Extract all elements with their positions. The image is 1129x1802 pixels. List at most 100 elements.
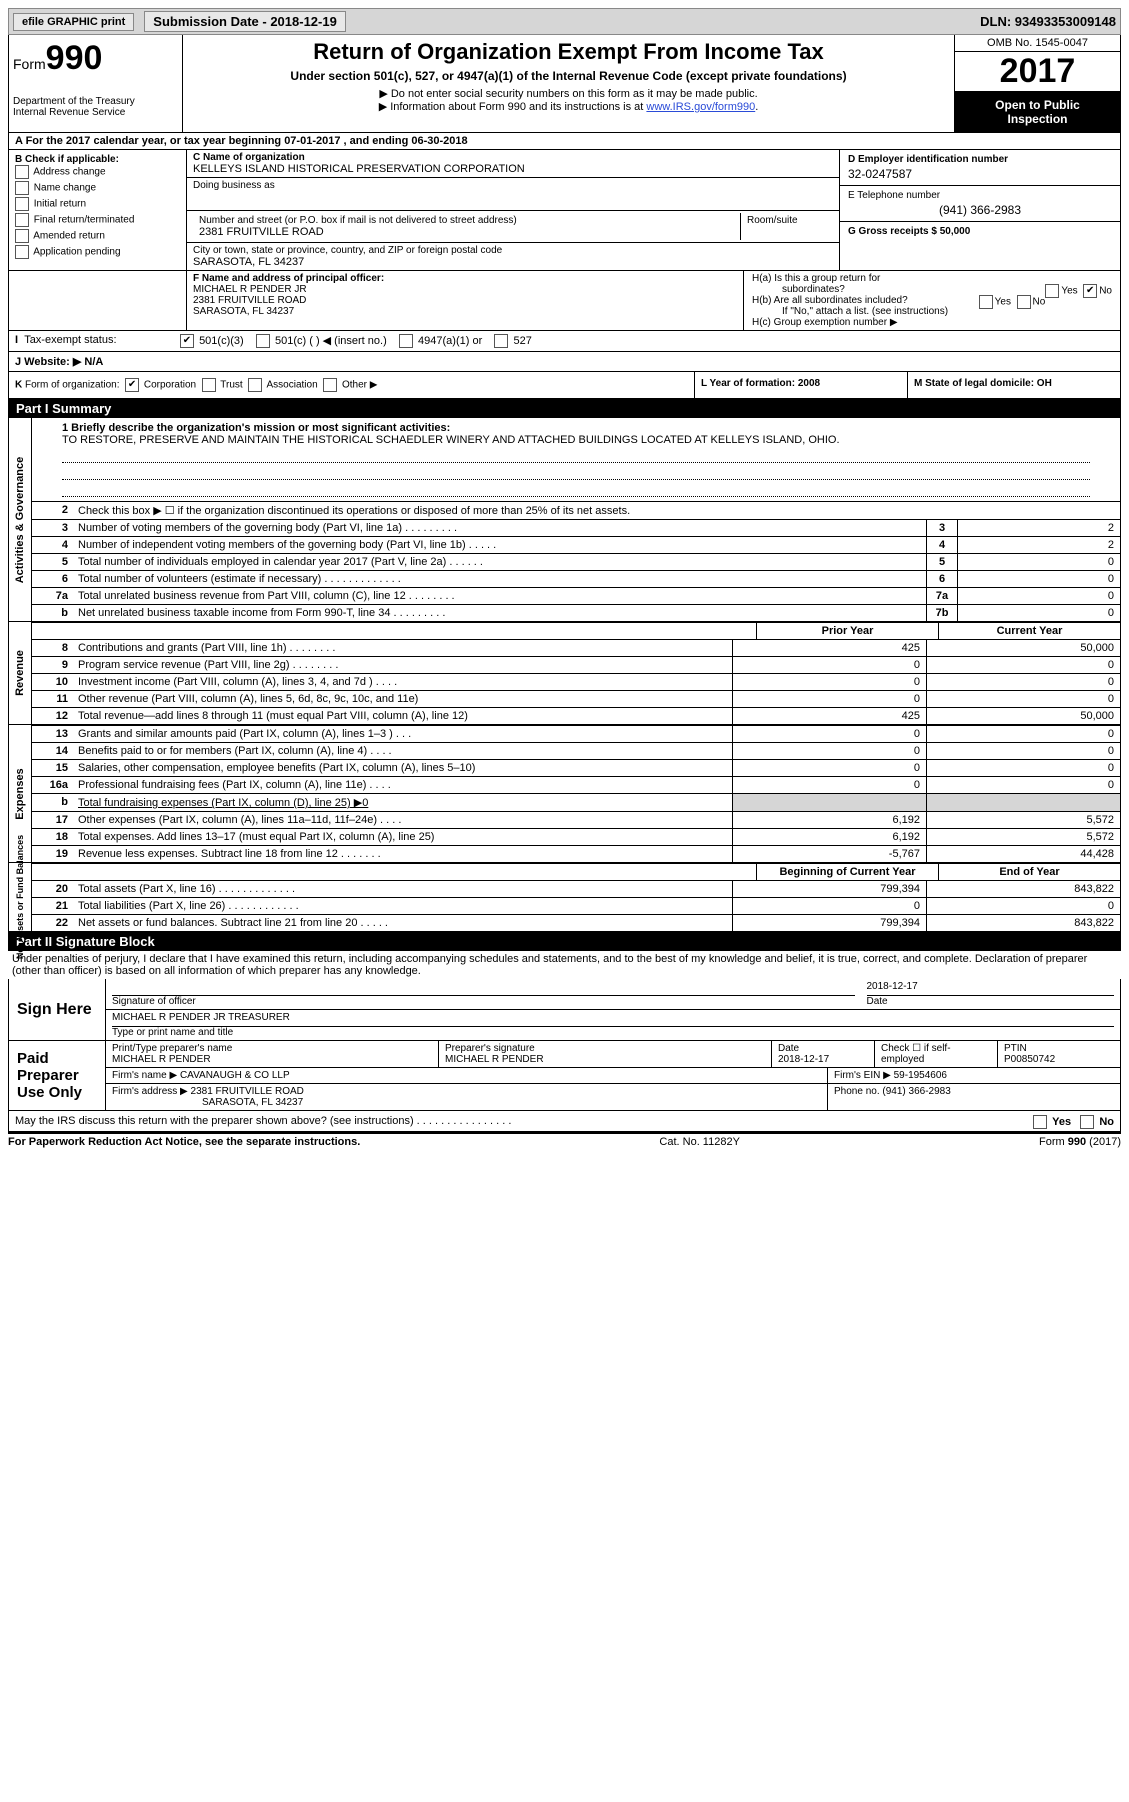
top-bar: efile GRAPHIC print Submission Date - 20… <box>8 8 1121 35</box>
form-header: Form990 Department of the Treasury Inter… <box>8 35 1121 133</box>
vtab-governance: Activities & Governance <box>9 418 32 621</box>
checkbox-discuss-no[interactable] <box>1080 1115 1094 1129</box>
firm-phone: (941) 366-2983 <box>882 1086 950 1097</box>
signature-intro: Under penalties of perjury, I declare th… <box>8 951 1121 979</box>
gross-receipts: G Gross receipts $ 50,000 <box>848 226 970 237</box>
line-b: bNet unrelated business taxable income f… <box>32 604 1120 621</box>
irs-form990-link[interactable]: www.IRS.gov/form990 <box>646 101 755 113</box>
org-city: SARASOTA, FL 34237 <box>193 256 833 268</box>
discuss-row: May the IRS discuss this return with the… <box>8 1111 1121 1132</box>
footer-cat-no: Cat. No. 11282Y <box>659 1136 740 1148</box>
efile-print-button[interactable]: efile GRAPHIC print <box>13 13 134 31</box>
checkbox-association[interactable] <box>248 378 262 392</box>
header-center: Return of Organization Exempt From Incom… <box>183 35 954 132</box>
telephone-value: (941) 366-2983 <box>848 203 1112 217</box>
officer-name: MICHAEL R PENDER JR <box>193 284 737 295</box>
checkbox-name-change[interactable] <box>15 181 29 195</box>
checkbox-hb-no[interactable] <box>1017 295 1031 309</box>
summary-gov: Activities & Governance 1 Briefly descri… <box>8 418 1121 622</box>
checkbox-501c[interactable] <box>256 334 270 348</box>
dln-number: DLN: 93493353009148 <box>980 14 1116 29</box>
checkbox-address-change[interactable] <box>15 165 29 179</box>
line-14: 14Benefits paid to or for members (Part … <box>32 742 1120 759</box>
checkbox-hb-yes[interactable] <box>979 295 993 309</box>
public-inspection: Open to PublicInspection <box>955 92 1120 132</box>
paid-preparer-label: Paid Preparer Use Only <box>9 1041 106 1110</box>
line-12: 12Total revenue—add lines 8 through 11 (… <box>32 707 1120 724</box>
officer-city: SARASOTA, FL 34237 <box>193 306 737 317</box>
info-line-2-pre: ▶ Information about Form 990 and its ins… <box>379 101 647 113</box>
footer: For Paperwork Reduction Act Notice, see … <box>8 1132 1121 1148</box>
info-line-1: ▶ Do not enter social security numbers o… <box>191 87 946 100</box>
section-bcde: B Check if applicable: Address change Na… <box>8 150 1121 271</box>
footer-paperwork: For Paperwork Reduction Act Notice, see … <box>8 1136 360 1148</box>
beginning-year-header: Beginning of Current Year <box>756 864 938 880</box>
firm-city: SARASOTA, FL 34237 <box>202 1097 821 1108</box>
checkbox-ha-yes[interactable] <box>1045 284 1059 298</box>
preparer-name: MICHAEL R PENDER <box>112 1054 432 1065</box>
firm-name: CAVANAUGH & CO LLP <box>180 1070 290 1081</box>
self-employed-check[interactable]: Check ☐ if self-employed <box>881 1043 991 1065</box>
year-formation: L Year of formation: 2008 <box>695 372 908 398</box>
part-2-header: Part II Signature Block <box>8 932 1121 951</box>
col-h-group: H(a) Is this a group return for subordin… <box>744 271 1120 330</box>
sign-here-label: Sign Here <box>9 979 106 1040</box>
form-label: Form <box>13 56 46 72</box>
line-4: 4Number of independent voting members of… <box>32 536 1120 553</box>
checkbox-amended-return[interactable] <box>15 229 29 243</box>
line-15: 15Salaries, other compensation, employee… <box>32 759 1120 776</box>
vtab-net-assets: Net Assets or Fund Balances <box>9 863 32 931</box>
paid-preparer-block: Paid Preparer Use Only Print/Type prepar… <box>8 1041 1121 1111</box>
preparer-signature: MICHAEL R PENDER <box>445 1054 765 1065</box>
vtab-revenue: Revenue <box>9 622 32 724</box>
checkbox-application-pending[interactable] <box>15 245 29 259</box>
line-18: 18Total expenses. Add lines 13–17 (must … <box>32 828 1120 845</box>
checkbox-initial-return[interactable] <box>15 197 29 211</box>
line-13: 13Grants and similar amounts paid (Part … <box>32 725 1120 742</box>
summary-exp: Expenses 13Grants and similar amounts pa… <box>8 725 1121 863</box>
header-right: OMB No. 1545-0047 2017 Open to PublicIns… <box>954 35 1120 132</box>
checkbox-4947[interactable] <box>399 334 413 348</box>
checkbox-final-return[interactable] <box>15 213 29 227</box>
ptin-value: P00850742 <box>1004 1054 1114 1065</box>
prior-year-header: Prior Year <box>756 623 938 639</box>
row-i-tax-status: I I Tax-exempt status:Tax-exempt status:… <box>8 331 1121 352</box>
mission-text: TO RESTORE, PRESERVE AND MAINTAIN THE HI… <box>62 434 1090 446</box>
checkbox-trust[interactable] <box>202 378 216 392</box>
summary-rev: Revenue Prior Year Current Year 8Contrib… <box>8 622 1121 725</box>
line-21: 21Total liabilities (Part X, line 26) . … <box>32 897 1120 914</box>
checkbox-corporation[interactable]: ✔ <box>125 378 139 392</box>
checkbox-discuss-yes[interactable] <box>1033 1115 1047 1129</box>
line-19: 19Revenue less expenses. Subtract line 1… <box>32 845 1120 862</box>
preparer-date: 2018-12-17 <box>778 1054 868 1065</box>
line-b: bTotal fundraising expenses (Part IX, co… <box>32 793 1120 811</box>
col-c-org-info: C Name of organization KELLEYS ISLAND HI… <box>187 150 839 270</box>
sign-here-block: Sign Here Signature of officer 2018-12-1… <box>8 979 1121 1041</box>
section-fh: F Name and address of principal officer:… <box>8 271 1121 331</box>
sub-title: Under section 501(c), 527, or 4947(a)(1)… <box>191 69 946 83</box>
col-b-check-applicable: B Check if applicable: Address change Na… <box>9 150 187 270</box>
irs-label: Internal Revenue Service <box>13 107 178 118</box>
line-22: 22Net assets or fund balances. Subtract … <box>32 914 1120 931</box>
line-16a: 16aProfessional fundraising fees (Part I… <box>32 776 1120 793</box>
col-f-officer: F Name and address of principal officer:… <box>187 271 744 330</box>
line-3: 3Number of voting members of the governi… <box>32 519 1120 536</box>
submission-date: Submission Date - 2018-12-19 <box>144 11 346 32</box>
checkbox-other[interactable] <box>323 378 337 392</box>
checkbox-ha-no[interactable]: ✔ <box>1083 284 1097 298</box>
firm-addr: 2381 FRUITVILLE ROAD <box>191 1086 304 1097</box>
checkbox-527[interactable] <box>494 334 508 348</box>
line-10: 10Investment income (Part VIII, column (… <box>32 673 1120 690</box>
line-8: 8Contributions and grants (Part VIII, li… <box>32 639 1120 656</box>
line-6: 6Total number of volunteers (estimate if… <box>32 570 1120 587</box>
checkbox-501c3[interactable]: ✔ <box>180 334 194 348</box>
tax-year: 2017 <box>955 52 1120 92</box>
firm-ein: 59-1954606 <box>894 1070 947 1081</box>
header-left: Form990 Department of the Treasury Inter… <box>9 35 183 132</box>
officer-printed-name: MICHAEL R PENDER JR TREASURER <box>112 1012 1114 1027</box>
omb-number: OMB No. 1545-0047 <box>955 35 1120 52</box>
part-1-header: Part I Summary <box>8 399 1121 418</box>
dept-treasury: Department of the Treasury <box>13 96 178 107</box>
col-de: D Employer identification number 32-0247… <box>839 150 1120 270</box>
summary-net: Net Assets or Fund Balances Beginning of… <box>8 863 1121 932</box>
